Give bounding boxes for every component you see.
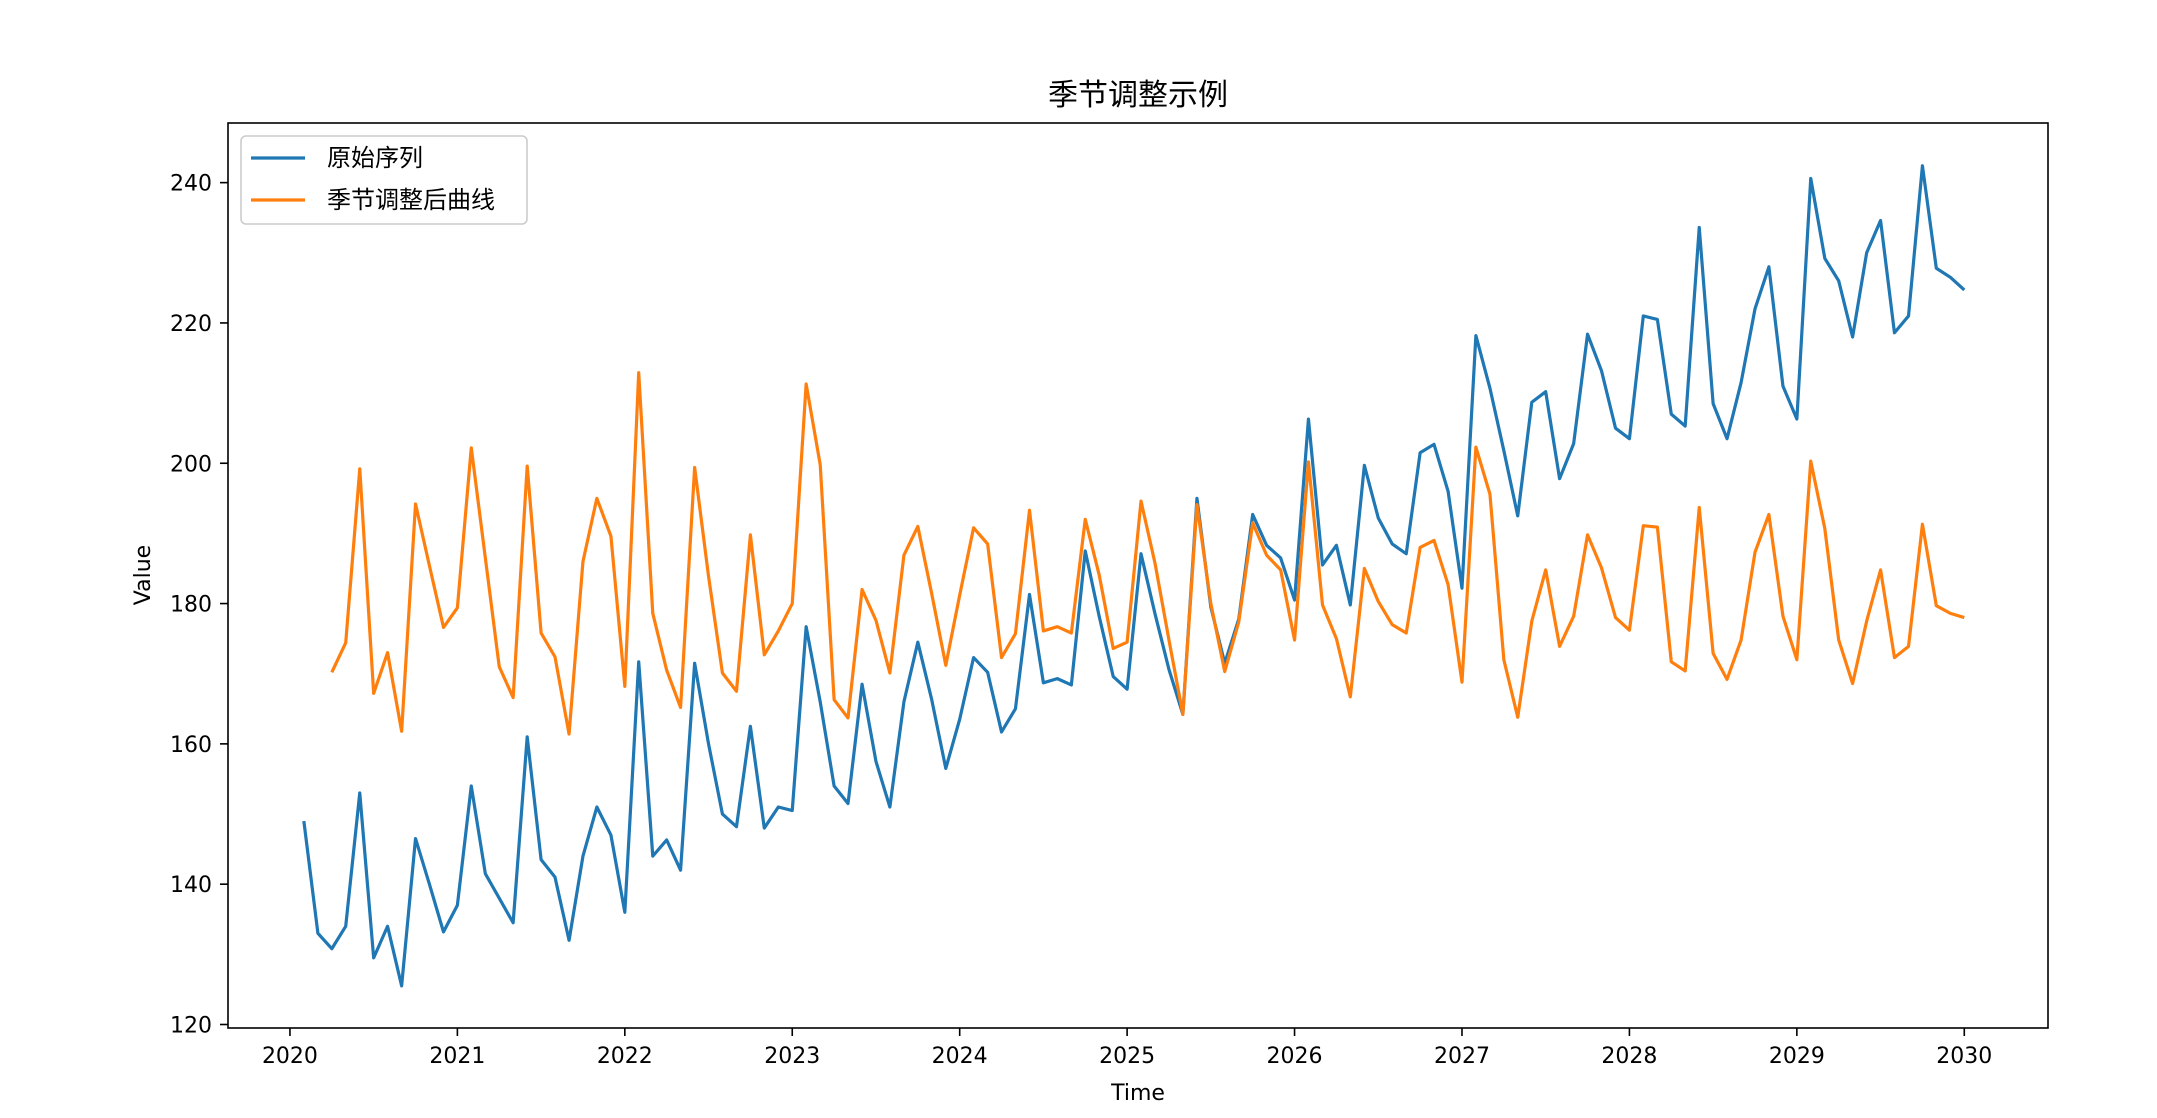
y-tick-label: 140	[170, 873, 212, 898]
x-tick-label: 2023	[764, 1044, 820, 1069]
y-tick-label: 180	[170, 593, 212, 618]
y-axis-label: Value	[131, 545, 156, 605]
series-line-1	[330, 371, 1965, 736]
y-tick-label: 240	[170, 172, 212, 197]
plot-area-frame	[227, 122, 2049, 1029]
x-tick-label: 2028	[1601, 1044, 1657, 1069]
x-tick-label: 2020	[262, 1044, 318, 1069]
x-tick-label: 2027	[1434, 1044, 1490, 1069]
x-tick-label: 2029	[1769, 1044, 1825, 1069]
legend-box	[240, 135, 528, 225]
y-tick-label: 200	[170, 452, 212, 477]
legend-label: 原始序列	[327, 144, 423, 172]
y-tick-label: 160	[170, 733, 212, 758]
legend-label: 季节调整后曲线	[327, 186, 495, 214]
chart-title: 季节调整示例	[1048, 78, 1228, 113]
series-line-0	[302, 164, 1966, 988]
x-axis: 2020 2021 2022 2023 2024 2025 2026 2027 2028 2029…	[262, 1028, 1992, 1069]
y-axis: 120 140 160 180 200 220 240	[170, 172, 228, 1038]
x-tick-label: 2026	[1267, 1044, 1323, 1069]
y-tick-label: 220	[170, 312, 212, 337]
x-tick-label: 2024	[932, 1044, 988, 1069]
y-tick-label: 120	[170, 1013, 212, 1038]
x-tick-label: 2030	[1936, 1044, 1992, 1069]
x-tick-label: 2021	[429, 1044, 485, 1069]
x-tick-label: 2025	[1099, 1044, 1155, 1069]
x-tick-label: 2022	[597, 1044, 653, 1069]
x-axis-label: Time	[1110, 1081, 1165, 1106]
